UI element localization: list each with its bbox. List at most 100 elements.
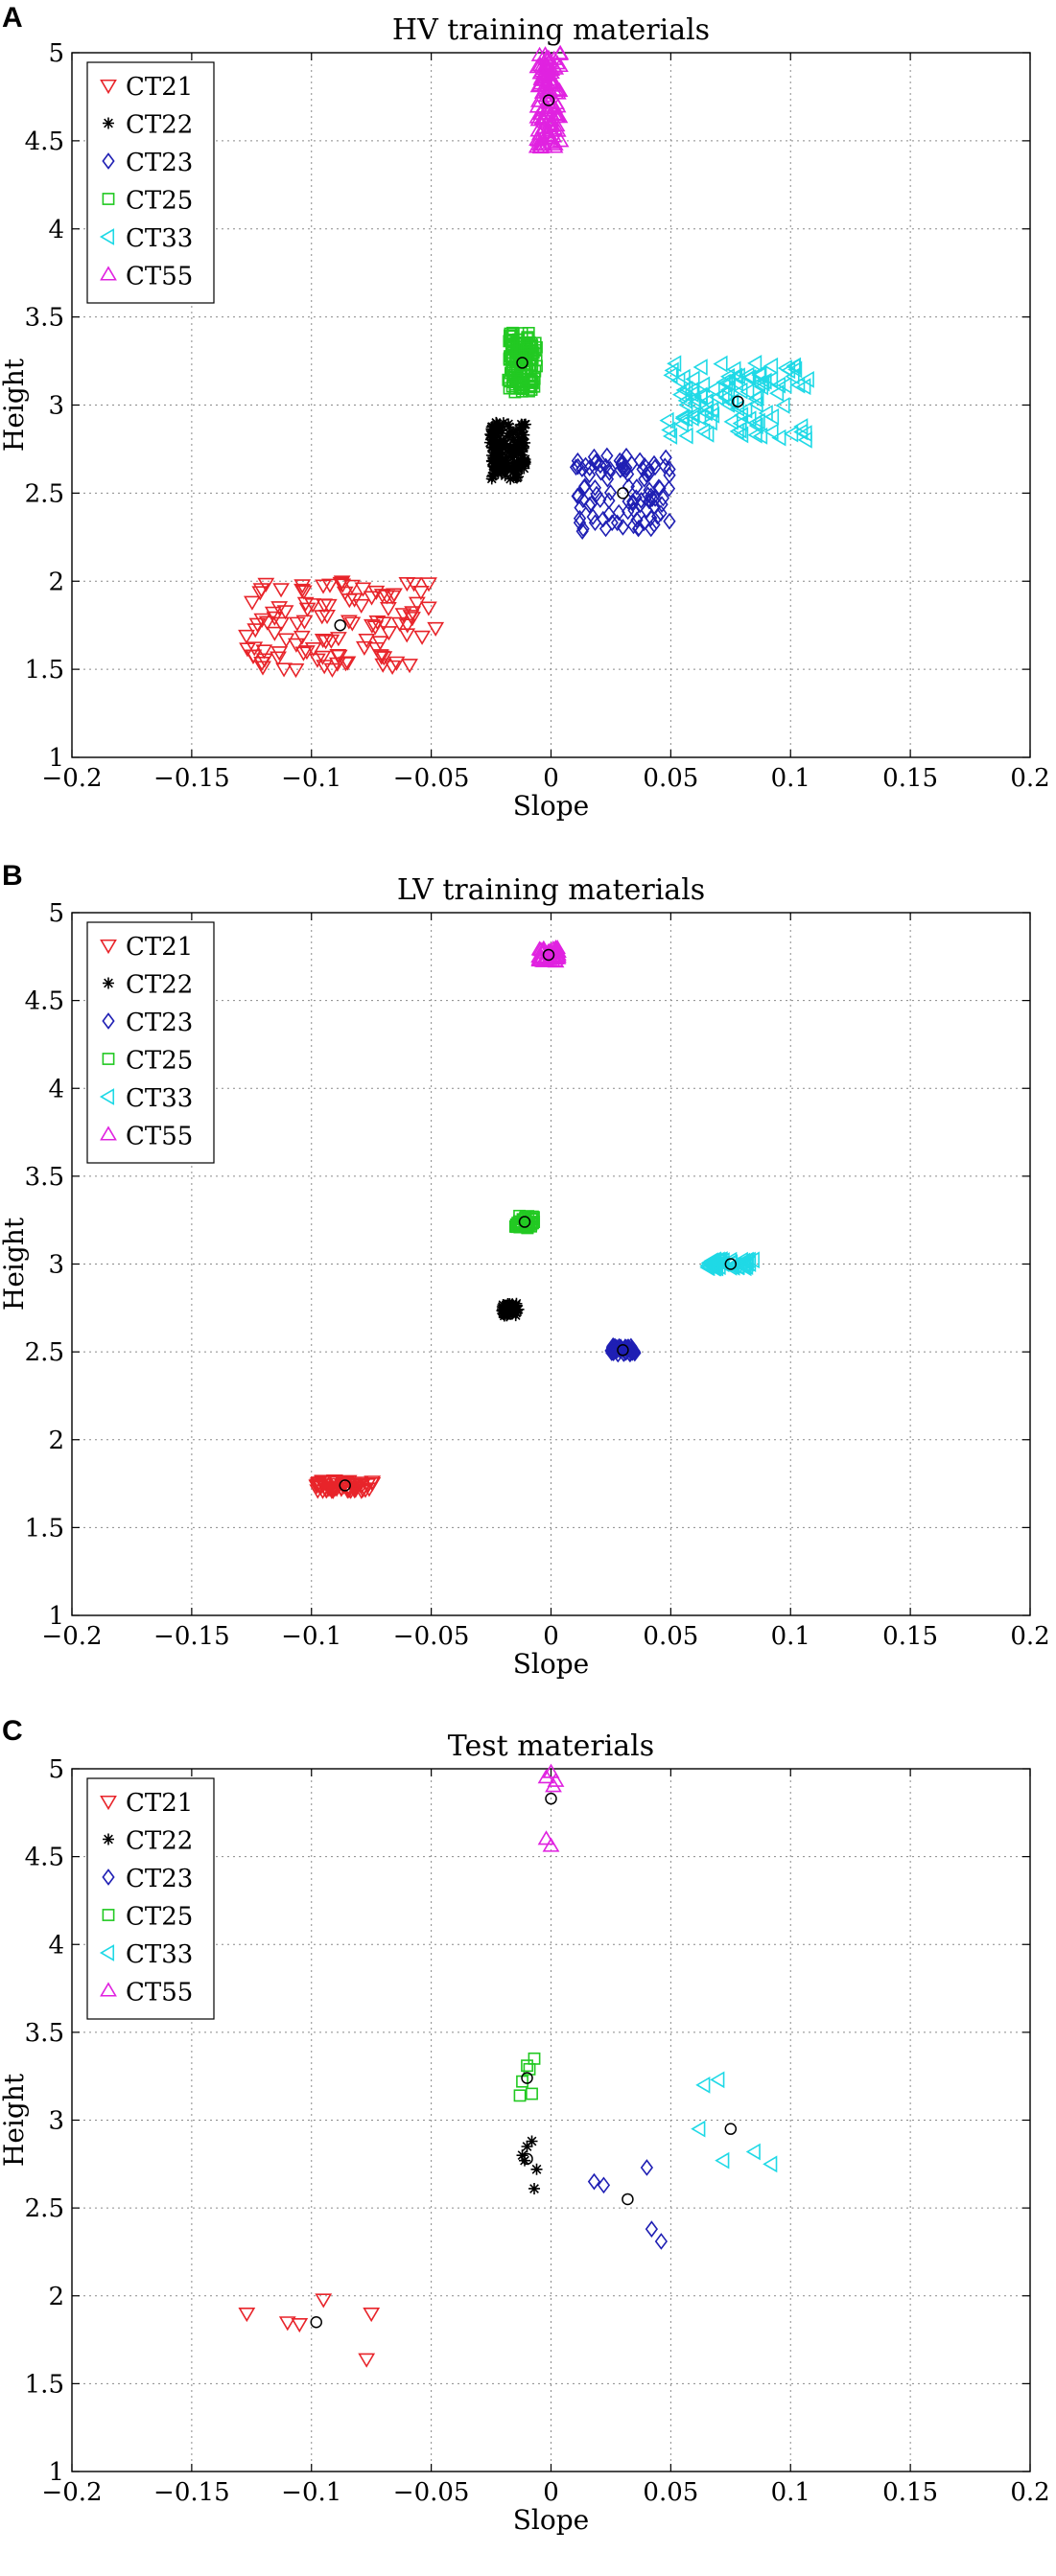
x-tick-label: 0.05 — [643, 2478, 698, 2507]
y-tick-label: 2 — [48, 2283, 64, 2311]
data-point — [315, 2293, 333, 2309]
legend-label-ct55: CT55 — [126, 1979, 193, 2007]
x-tick-label: 0.2 — [1010, 2478, 1049, 2507]
data-point — [526, 2087, 538, 2100]
data-point — [597, 2176, 611, 2194]
data-point — [518, 462, 530, 475]
data-point — [640, 2159, 654, 2176]
data-point — [488, 450, 501, 462]
data-point — [354, 582, 372, 597]
data-point — [621, 465, 635, 483]
legend-box — [86, 921, 215, 1164]
data-point — [420, 577, 437, 592]
data-point — [733, 382, 748, 400]
data-point — [661, 421, 676, 439]
data-point — [616, 460, 630, 477]
data-point — [685, 406, 700, 424]
data-point — [483, 436, 496, 449]
legend-label-ct22: CT22 — [126, 111, 193, 140]
data-point — [598, 520, 613, 538]
x-tick-label: −0.2 — [41, 1622, 102, 1651]
x-tick-label: −0.1 — [281, 764, 341, 793]
chart-title: Test materials — [448, 1729, 654, 1763]
data-point — [616, 519, 630, 536]
data-point — [361, 1482, 378, 1497]
series-ct33 — [691, 2071, 778, 2173]
x-tick-label: −0.15 — [153, 2478, 230, 2507]
legend-label-ct21: CT21 — [126, 933, 193, 962]
legend-marker-ct33 — [99, 228, 115, 245]
data-point — [390, 616, 409, 632]
data-point — [525, 374, 538, 387]
data-point — [495, 451, 507, 463]
data-point — [771, 429, 786, 447]
data-point — [775, 397, 790, 414]
data-point — [238, 2308, 256, 2323]
chart-panel-a: −0.2 −0.15 −0.1 −0.05 0 0.05 0.1 0.15 0.2 1 1.5 2 2.… — [0, 13, 1050, 822]
x-tick-label: −0.1 — [281, 1622, 341, 1651]
data-point — [517, 440, 529, 453]
data-point — [695, 2076, 711, 2094]
legend-label-ct55: CT55 — [126, 263, 193, 291]
data-point — [277, 633, 295, 648]
data-point — [741, 410, 757, 429]
data-point — [645, 2220, 659, 2238]
data-point — [509, 438, 522, 451]
legend-label-ct25: CT25 — [126, 1903, 193, 1932]
y-tick-label: 3.5 — [25, 304, 64, 333]
data-point — [503, 335, 516, 348]
legend-label-ct55: CT55 — [126, 1123, 193, 1151]
data-point — [313, 610, 331, 625]
data-point — [710, 2071, 725, 2089]
centroid-marker — [542, 948, 555, 962]
data-point — [504, 366, 517, 380]
data-point — [398, 628, 416, 643]
data-point — [576, 520, 590, 538]
data-point — [699, 425, 715, 443]
data-point — [640, 466, 653, 483]
data-point — [545, 74, 563, 89]
data-point — [545, 50, 563, 65]
y-tick-label: 1 — [48, 2458, 64, 2487]
centroid-marker — [504, 1303, 517, 1316]
data-point — [371, 636, 389, 651]
data-point — [748, 395, 763, 413]
legend-marker-ct55 — [100, 1982, 117, 1997]
data-point — [245, 649, 263, 664]
data-point — [503, 418, 515, 430]
y-tick-label: 3.5 — [25, 1163, 64, 1192]
legend-marker-ct22 — [103, 1833, 114, 1845]
data-point — [298, 645, 316, 661]
data-point — [246, 641, 264, 657]
legend-label-ct25: CT25 — [126, 187, 193, 216]
y-tick-label: 5 — [48, 1755, 64, 1784]
data-point — [602, 464, 617, 481]
data-point — [542, 1763, 560, 1778]
y-tick-label: 3 — [48, 392, 64, 421]
data-point — [526, 2135, 538, 2147]
x-tick-label: 0.1 — [771, 1622, 810, 1651]
centroid-marker — [310, 2315, 322, 2329]
data-point — [537, 1830, 555, 1845]
axes-frame — [71, 52, 1031, 758]
data-point — [507, 433, 520, 446]
legend-marker-ct23 — [102, 1012, 115, 1030]
data-point — [551, 57, 569, 73]
data-point — [750, 412, 765, 430]
centroid-marker — [542, 94, 555, 106]
axes-frame — [71, 912, 1031, 1616]
data-point — [610, 514, 624, 532]
x-tick-label: 0 — [543, 1622, 559, 1651]
data-point — [513, 2089, 527, 2102]
data-point — [597, 510, 610, 528]
data-point — [737, 1259, 752, 1277]
data-point — [358, 2353, 376, 2368]
data-point — [427, 621, 445, 638]
data-point — [594, 463, 608, 481]
data-point — [254, 661, 271, 676]
data-point — [785, 367, 800, 385]
data-point — [531, 139, 550, 154]
data-point — [522, 326, 535, 339]
data-point — [715, 2151, 730, 2170]
data-point — [485, 473, 498, 485]
